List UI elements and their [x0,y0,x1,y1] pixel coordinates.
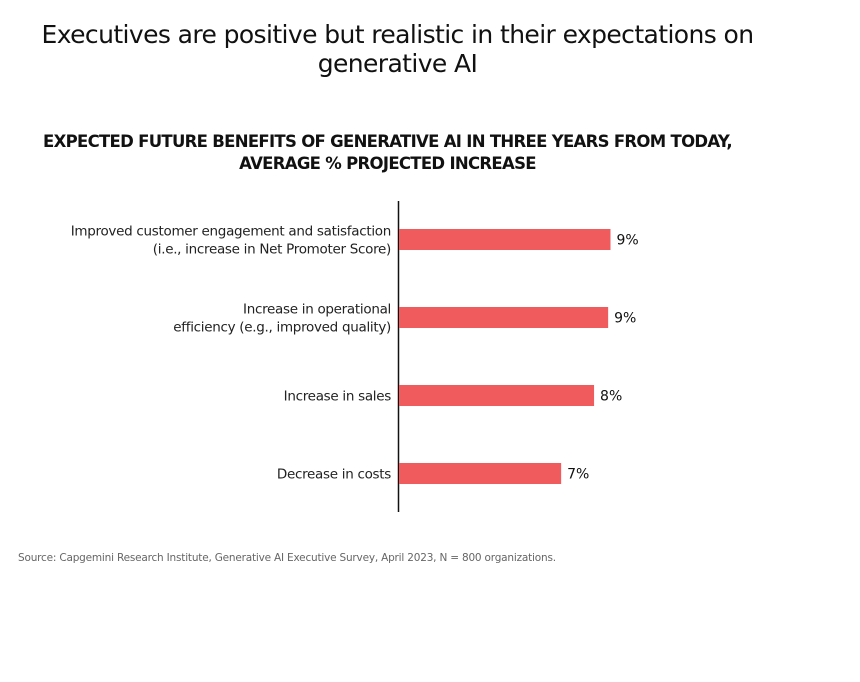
category-label: Decrease in costs [277,467,391,483]
page-title: Executives are positive but realistic in… [41,20,755,78]
data-label: 9% [614,311,636,327]
source-note: Source: Capgemini Research Institute, Ge… [18,552,556,564]
bar [399,307,609,328]
data-label: 8% [600,389,622,405]
data-label: 7% [567,467,589,483]
category-label: Increase in operational [243,302,391,318]
category-label: (i.e., increase in Net Promoter Score) [153,242,391,258]
data-label: 9% [617,233,639,249]
chart-title: EXPECTED FUTURE BENEFITS OF GENERATIVE A… [43,132,733,173]
category-label: efficiency (e.g., improved quality) [173,320,391,336]
bar [399,463,562,484]
bar [399,385,595,406]
category-label: Increase in sales [284,389,392,405]
bar [399,229,611,250]
category-label: Improved customer engagement and satisfa… [71,224,391,240]
page-title-container: Executives are positive but realistic in… [0,20,768,90]
